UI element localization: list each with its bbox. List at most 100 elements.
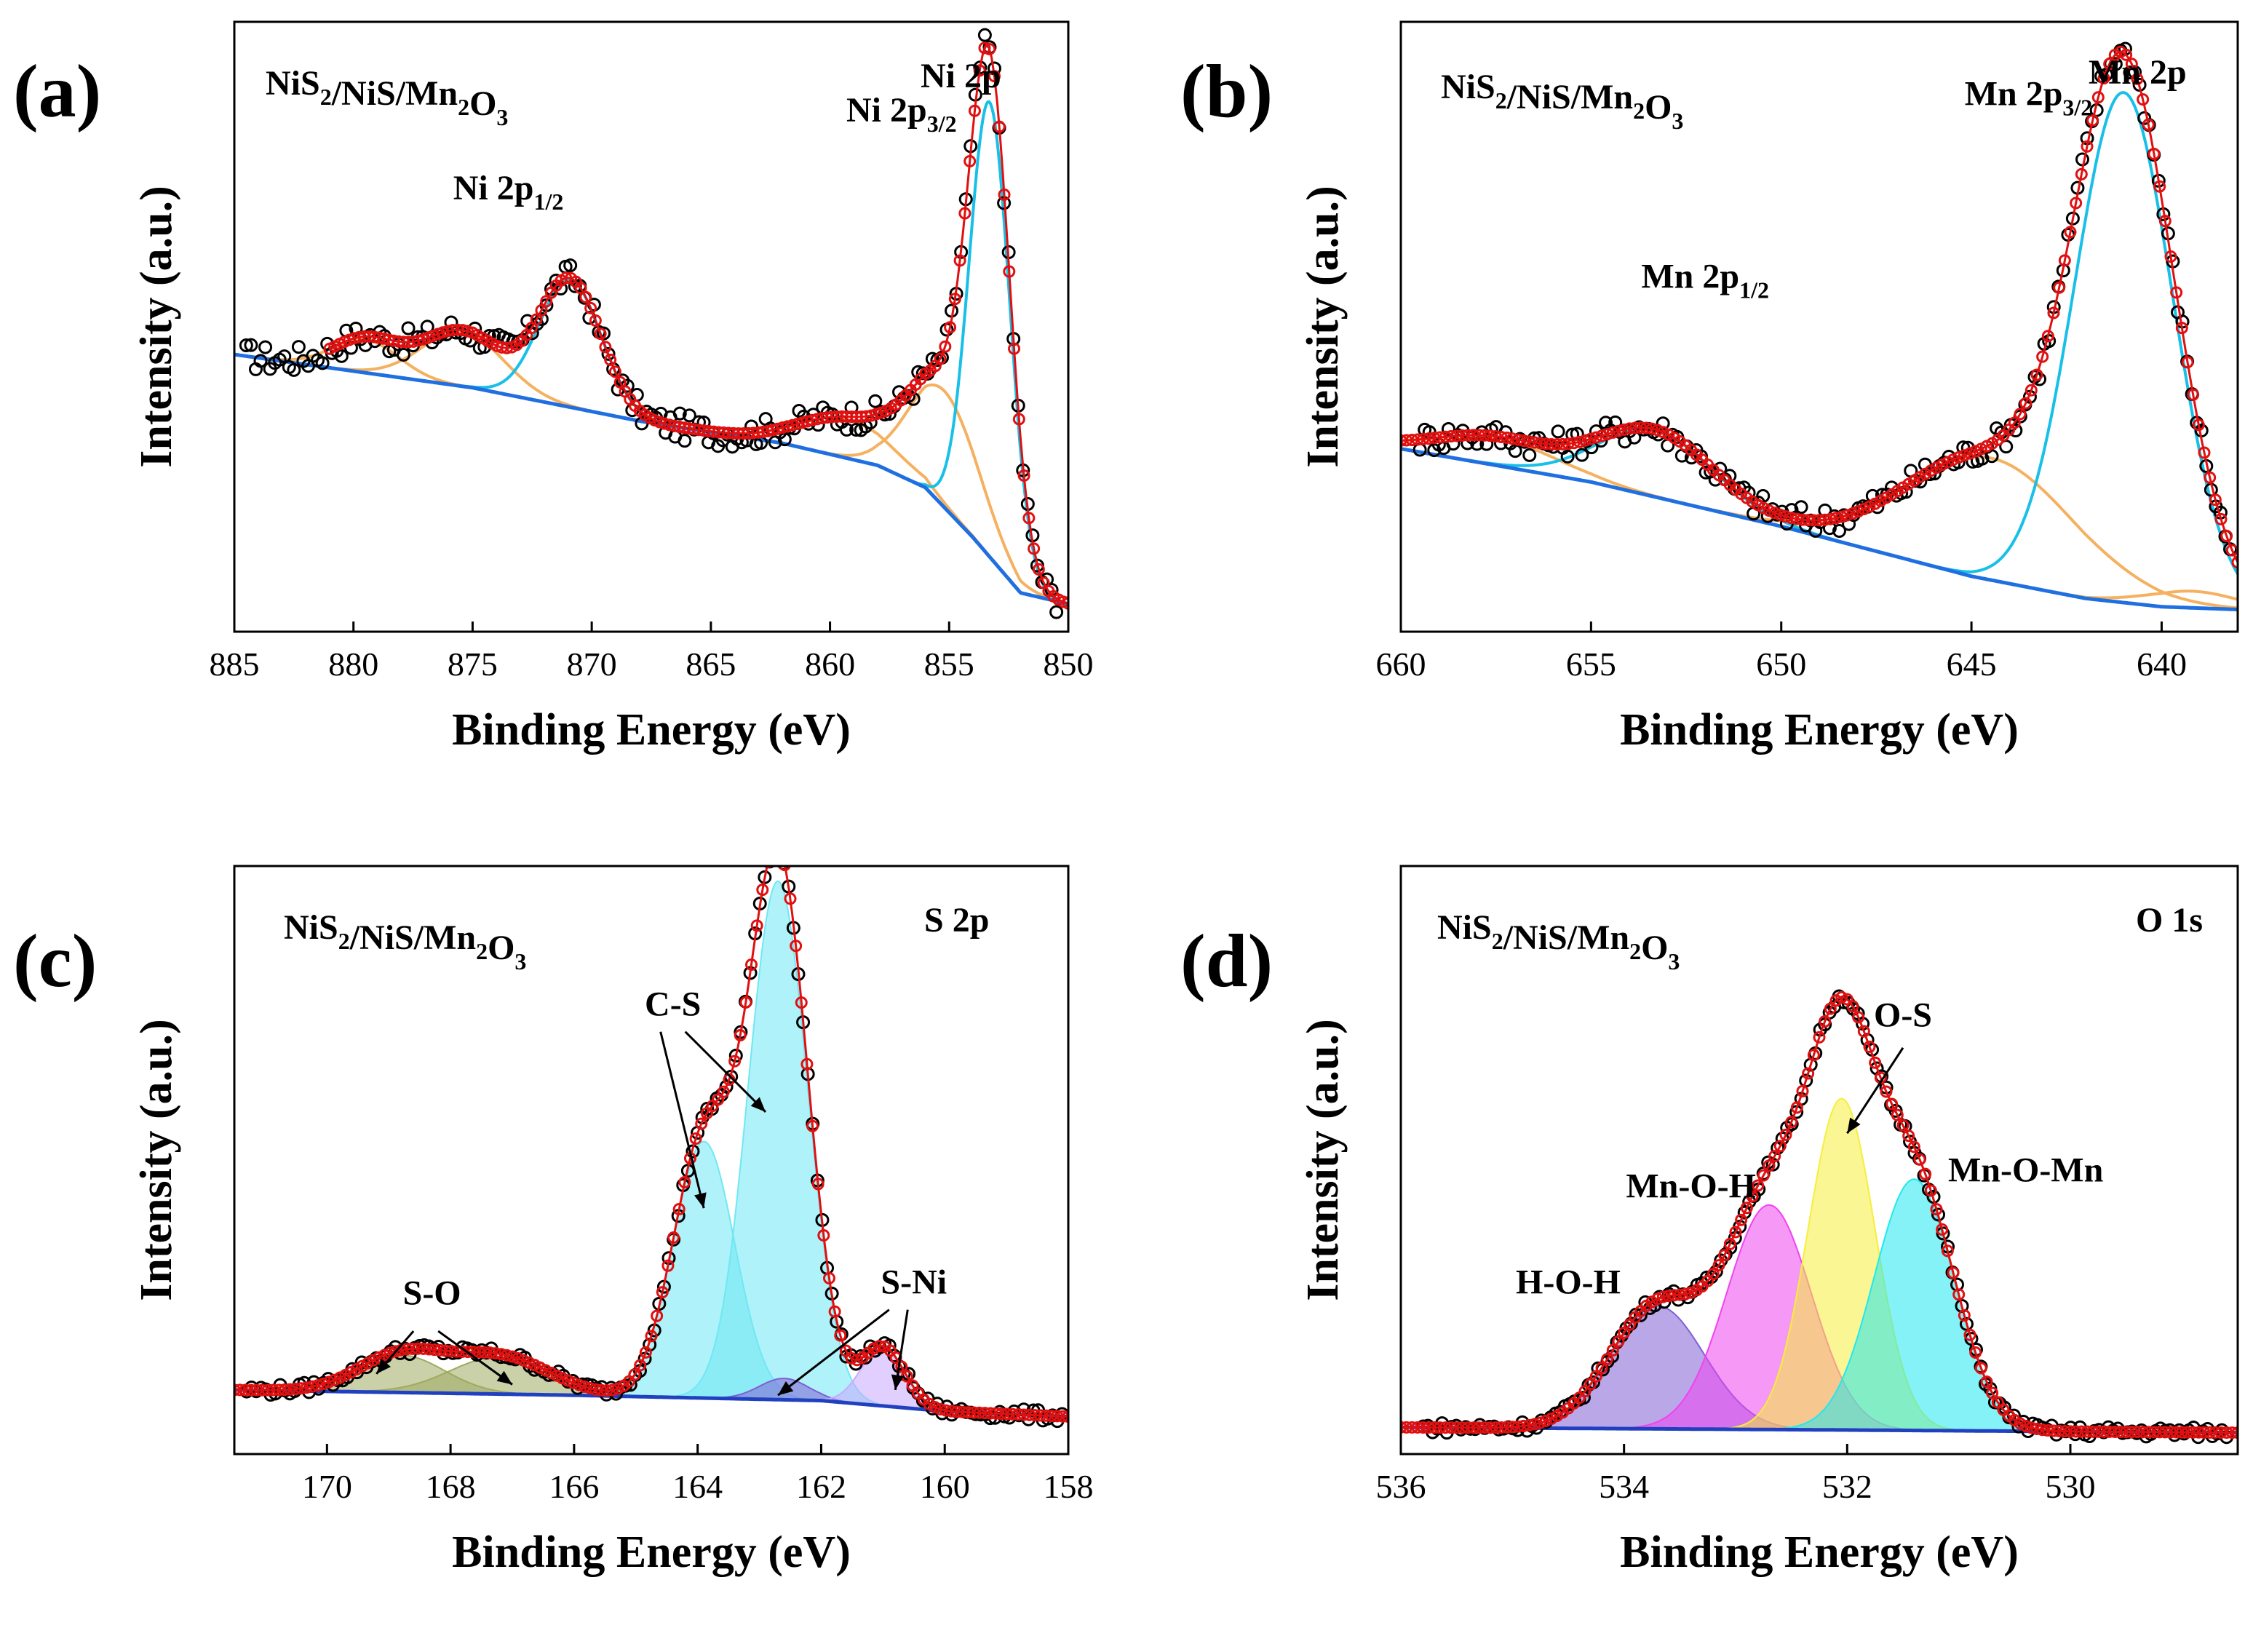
envelope-point	[800, 1057, 814, 1071]
envelope-point	[678, 1175, 691, 1188]
envelope-point	[1584, 1378, 1597, 1391]
envelope-point	[1835, 990, 1848, 1004]
envelope-point	[983, 43, 996, 56]
envelope-point	[1606, 426, 1619, 439]
envelope-point	[1012, 413, 1025, 426]
envelope-point	[2024, 1421, 2038, 1434]
envelope-point	[1779, 510, 1792, 523]
envelope-point	[495, 1348, 508, 1361]
envelope-point	[322, 1375, 335, 1389]
envelope-point	[1869, 1056, 1882, 1069]
envelope-point	[378, 1349, 391, 1362]
envelope-point	[2231, 556, 2238, 569]
envelope-point	[1752, 1179, 1765, 1192]
envelope-point	[1645, 422, 1658, 435]
envelope-point	[389, 1345, 402, 1358]
x-axis-title-a: Binding Energy (eV)	[452, 705, 851, 755]
x-tick-label: 532	[1822, 1468, 1872, 1505]
envelope-point	[667, 1231, 680, 1244]
envelope-point	[1824, 512, 1837, 525]
x-tick-label: 536	[1376, 1468, 1426, 1505]
envelope-point	[2075, 167, 2088, 180]
envelope-point	[1824, 1002, 1837, 1015]
envelope-point	[1952, 451, 1966, 464]
arrow-os	[1846, 1047, 1904, 1135]
envelope-point	[1595, 429, 1608, 442]
x-tick-label: 850	[1044, 646, 1094, 683]
envelope-point	[734, 1029, 747, 1042]
envelope-point	[300, 1381, 313, 1394]
peak-annotation-b-1: Mn 2p3/2	[1965, 74, 2093, 120]
x-axis-title-b: Binding Energy (eV)	[1620, 705, 2019, 755]
envelope-point	[2019, 397, 2033, 410]
envelope-point	[512, 1351, 525, 1365]
peak-annotation-c-1: S-O	[403, 1274, 461, 1312]
envelope-point	[1880, 1085, 1893, 1098]
envelope-point	[1840, 509, 1853, 522]
sample-label-d: NiS2/NiS/Mn2O3	[1437, 908, 1680, 974]
envelope-point	[988, 70, 1001, 83]
envelope-point	[1712, 1259, 1725, 1272]
raw-point	[258, 340, 273, 354]
envelope-point	[1846, 1000, 1859, 1013]
envelope-point	[695, 1117, 708, 1130]
raw-point	[678, 434, 692, 448]
envelope-point	[1589, 431, 1602, 444]
envelope-point	[2014, 408, 2027, 421]
fit-peak-a-2	[234, 278, 1068, 605]
envelope-point	[1517, 434, 1530, 447]
envelope-point	[2142, 118, 2155, 131]
envelope-point	[1819, 1015, 1832, 1028]
envelope-point	[934, 1402, 947, 1415]
raw-point	[1794, 500, 1808, 515]
y-axis-title-a: Intensity (a.u.)	[132, 186, 181, 468]
envelope-point	[739, 996, 752, 1009]
envelope-point	[1718, 1249, 1731, 1262]
envelope-point	[1936, 1223, 1949, 1236]
envelope-point	[639, 1346, 652, 1359]
panel-b: 660 655 650 645 640 Binding Energy (eV) Intens…	[1180, 20, 2239, 755]
envelope-c	[234, 843, 1068, 1423]
x-tick-label: 166	[549, 1468, 599, 1505]
envelope-point	[1796, 1084, 1809, 1097]
envelope-point	[1773, 508, 1787, 521]
envelope-point	[1986, 1386, 1999, 1399]
panel-a: 885 880 875 870 865 860 855 850 Binding Energy (…	[13, 20, 1094, 755]
envelope-point	[817, 1228, 830, 1242]
envelope-point	[790, 940, 803, 953]
x-tick-label: 865	[686, 646, 736, 683]
envelope-point	[2030, 1422, 2043, 1435]
envelope-point	[1768, 507, 1781, 520]
envelope-point	[1829, 512, 1843, 525]
envelope-point	[1723, 1237, 1736, 1250]
envelope-point	[1501, 432, 1514, 445]
envelope-point	[1028, 542, 1041, 555]
envelope-point	[574, 282, 587, 295]
peak-annotation-c-2: S-Ni	[881, 1263, 947, 1302]
envelope-point	[2120, 48, 2133, 61]
raw-point	[1931, 1207, 1946, 1222]
raw-data-b	[1412, 41, 2238, 557]
envelope-point	[895, 1360, 908, 1373]
envelope-point	[1952, 1288, 1966, 1301]
raw-point	[2075, 152, 2090, 167]
raw-point	[977, 28, 992, 42]
plot-area-b	[1401, 41, 2238, 611]
envelope-point	[506, 1350, 519, 1363]
plot-frame-d	[1399, 865, 2239, 1456]
envelope-point	[1584, 432, 1597, 445]
envelope-point	[756, 883, 769, 897]
envelope-point	[1768, 1150, 1781, 1163]
envelope-point	[2181, 356, 2194, 369]
envelope-point	[2053, 281, 2066, 294]
envelope-point	[1612, 1335, 1625, 1348]
panel-label-c: (c)	[13, 919, 97, 1003]
envelope-point	[1779, 1128, 1792, 1141]
envelope-point	[774, 843, 784, 853]
arrow-so-1-head	[376, 1358, 391, 1374]
envelope-point	[500, 1349, 513, 1362]
envelope-point	[2097, 72, 2110, 85]
envelope-point	[2086, 114, 2099, 127]
y-axis-title-b: Intensity (a.u.)	[1298, 186, 1348, 468]
envelope-point	[1763, 504, 1776, 517]
